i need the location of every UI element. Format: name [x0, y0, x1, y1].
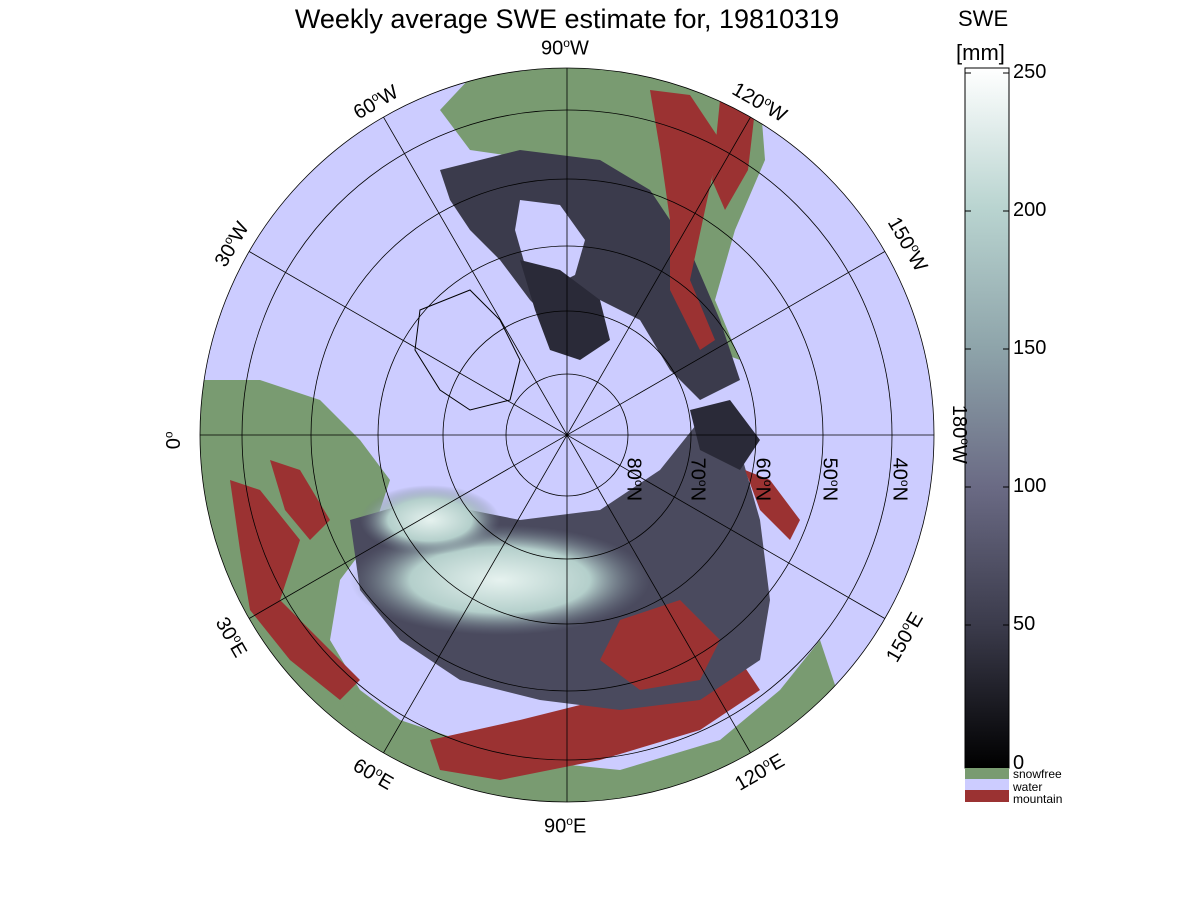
colorbar-tick-200: 200 [1013, 199, 1047, 221]
legend-label-mountain: mountain [1013, 792, 1063, 806]
lon-label-90w: 90oW [541, 36, 589, 60]
colorbar-tick-150: 150 [1013, 337, 1047, 359]
legend-swatch-snowfree [965, 768, 1009, 779]
legend-label-water: water [1013, 780, 1043, 794]
colorbar-title: SWE [958, 6, 1009, 31]
colorbar-ticks [965, 72, 1009, 626]
lat-label-70n: 70oN [686, 457, 711, 502]
graticule [199, 67, 935, 803]
lon-label-0: 0o [161, 431, 186, 450]
lat-label-60n: 60oN [751, 457, 776, 502]
greenland-outline [414, 289, 521, 411]
europe-mountain [230, 480, 360, 700]
legend-label-snowfree: snowfree [1013, 767, 1062, 781]
lon-label-180w: 180oW [948, 404, 972, 464]
map-title: Weekly average SWE estimate for, 1981031… [294, 4, 840, 34]
legend-swatch-mountain [965, 790, 1009, 802]
meridian-150w-30e [248, 251, 886, 619]
colorbar-tick-100: 100 [1013, 475, 1047, 497]
colorbar-tick-0: 0 [1013, 752, 1025, 774]
lat-label-50n: 50oN [818, 457, 843, 502]
colorbar-unit: [mm] [956, 40, 1005, 65]
legend-swatch-water [965, 779, 1009, 790]
siberia-mountain [600, 600, 720, 690]
lat-label-80n: 80oN [622, 457, 647, 502]
rockies-mountain [650, 90, 720, 350]
kamchatka-mountain [745, 470, 800, 540]
lat-label-40n: 40oN [888, 457, 913, 502]
canadian-arctic-islands [520, 260, 610, 360]
yamal-snow [360, 485, 500, 555]
lon-label-90e: 90oE [544, 814, 587, 838]
colorbar-tick-50: 50 [1013, 613, 1036, 635]
north-america-snow [440, 150, 740, 400]
colorbar-tick-250: 250 [1013, 61, 1047, 83]
asia-mountain [430, 660, 760, 780]
map-disc [200, 68, 934, 802]
scandinavia-mountain [270, 460, 330, 540]
